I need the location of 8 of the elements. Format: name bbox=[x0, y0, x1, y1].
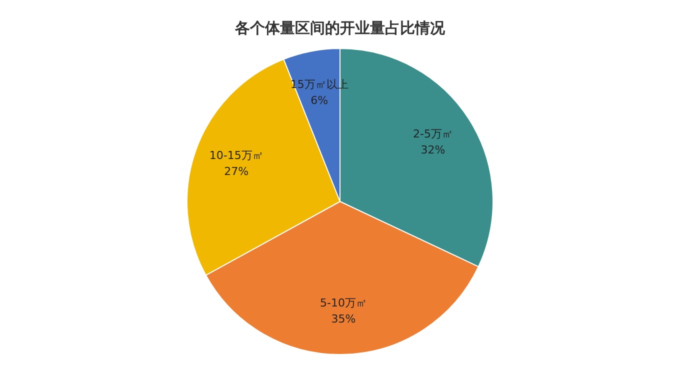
slice-label: 5-10万㎡ bbox=[320, 296, 367, 310]
data-label: 6% bbox=[310, 94, 328, 108]
data-label: 27% bbox=[224, 165, 249, 178]
chart-title: 各个体量区间的开业量占比情况 bbox=[234, 18, 446, 37]
slice-label: 10-15万㎡ bbox=[209, 149, 264, 162]
data-label: 32% bbox=[420, 143, 446, 156]
data-label: 35% bbox=[331, 312, 356, 326]
slice-label: 2-5万㎡ bbox=[413, 127, 453, 140]
